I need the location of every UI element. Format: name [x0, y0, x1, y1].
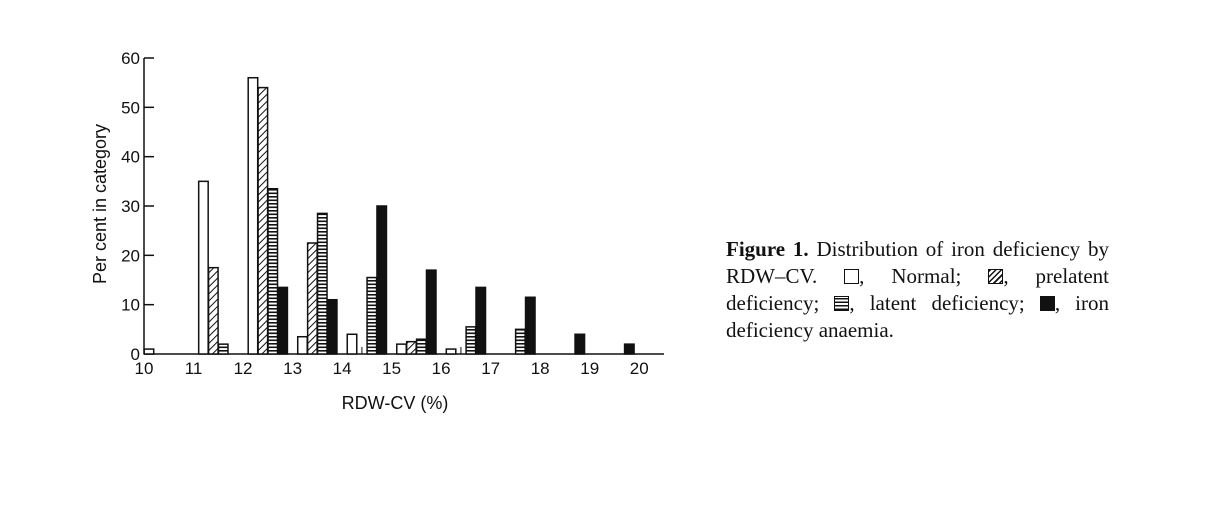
x-tick-label: 17 — [481, 359, 500, 378]
x-tick-label: 16 — [432, 359, 451, 378]
x-tick-label: 19 — [580, 359, 599, 378]
x-tick-label: 20 — [630, 359, 649, 378]
caption-text: Distribution of iron deficiency by RDW–C… — [726, 237, 1109, 288]
caption-prelatent: , prelatent deficiency; — [726, 264, 1109, 315]
bar — [445, 348, 457, 355]
x-tick-label: 13 — [283, 359, 302, 378]
x-tick-label: 15 — [382, 359, 401, 378]
x-tick-label: 11 — [185, 359, 203, 378]
bar — [376, 205, 388, 355]
x-tick-label: 18 — [531, 359, 550, 378]
x-tick-label: 12 — [234, 359, 253, 378]
bar — [465, 326, 477, 355]
x-tick-label: 14 — [333, 359, 352, 378]
figure-label: Figure 1. — [726, 237, 809, 261]
y-tick-label: 50 — [121, 98, 140, 117]
x-tick-label: 10 — [135, 359, 154, 378]
bar — [316, 212, 328, 355]
bar — [623, 343, 635, 355]
legend-swatch-normal — [844, 269, 860, 284]
bar — [346, 333, 358, 355]
bar — [257, 86, 269, 355]
bars — [143, 76, 635, 355]
legend-swatch-prelatent — [988, 269, 1004, 284]
legend-swatch-anaemia — [1039, 296, 1055, 311]
bar — [574, 333, 586, 355]
bar — [267, 187, 279, 355]
bar — [277, 286, 289, 355]
bar — [366, 276, 378, 355]
y-tick-label: 10 — [121, 296, 140, 315]
caption-normal: , Normal; — [859, 264, 989, 288]
bar — [217, 343, 229, 355]
y-tick-label: 20 — [121, 246, 140, 265]
caption-latent: , latent deficiency; — [849, 291, 1040, 315]
bar — [396, 343, 408, 355]
bar — [475, 286, 487, 355]
bar — [326, 298, 338, 355]
x-axis-title: RDW-CV (%) — [342, 393, 449, 413]
bar — [425, 269, 437, 355]
legend-swatch-latent — [834, 296, 850, 311]
bar — [197, 180, 209, 355]
bar — [415, 338, 427, 355]
caption-anaemia: , iron deficiency anaemia. — [726, 291, 1109, 342]
y-tick-label: 40 — [121, 148, 140, 167]
figure-caption: Figure 1. Distribution of iron deficienc… — [726, 236, 1109, 344]
y-tick-label: 0 — [131, 345, 140, 364]
bar — [405, 340, 417, 355]
y-axis-title: Per cent in category — [90, 124, 110, 284]
bar — [247, 76, 259, 355]
bar — [514, 328, 526, 355]
y-tick-label: 60 — [121, 49, 140, 68]
bar — [306, 242, 318, 355]
y-tick-label: 30 — [121, 197, 140, 216]
bar — [143, 348, 155, 355]
bar — [524, 296, 536, 355]
bar — [296, 335, 308, 355]
bar — [207, 266, 219, 355]
